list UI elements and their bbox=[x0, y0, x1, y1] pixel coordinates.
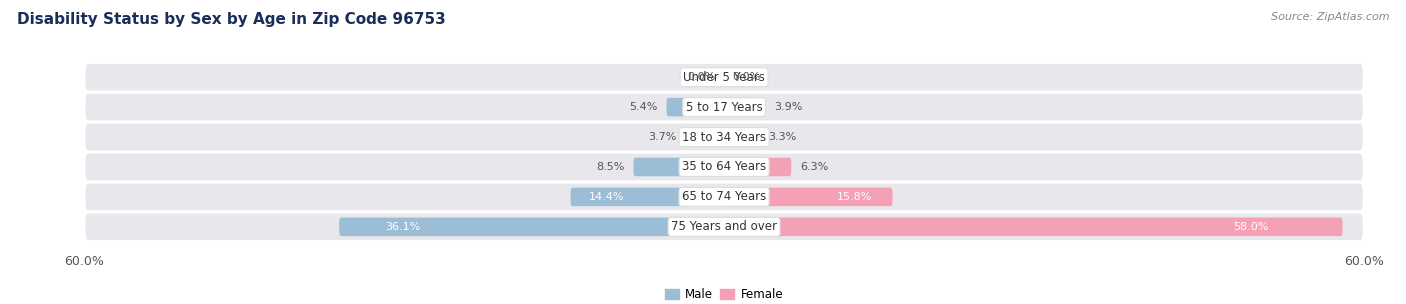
FancyBboxPatch shape bbox=[84, 63, 1364, 92]
FancyBboxPatch shape bbox=[724, 158, 792, 176]
FancyBboxPatch shape bbox=[84, 153, 1364, 181]
Text: 6.3%: 6.3% bbox=[800, 162, 828, 172]
Text: 0.0%: 0.0% bbox=[688, 72, 716, 82]
FancyBboxPatch shape bbox=[84, 93, 1364, 122]
FancyBboxPatch shape bbox=[724, 188, 893, 206]
FancyBboxPatch shape bbox=[84, 212, 1364, 241]
FancyBboxPatch shape bbox=[724, 218, 1343, 236]
FancyBboxPatch shape bbox=[84, 182, 1364, 211]
Text: 5.4%: 5.4% bbox=[630, 102, 658, 112]
FancyBboxPatch shape bbox=[84, 123, 1364, 151]
Text: 36.1%: 36.1% bbox=[385, 222, 420, 232]
Text: 75 Years and over: 75 Years and over bbox=[671, 220, 778, 233]
Text: 3.7%: 3.7% bbox=[648, 132, 676, 142]
FancyBboxPatch shape bbox=[571, 188, 724, 206]
Text: 14.4%: 14.4% bbox=[589, 192, 624, 202]
Text: 8.5%: 8.5% bbox=[596, 162, 624, 172]
Text: 3.9%: 3.9% bbox=[775, 102, 803, 112]
Text: 0.0%: 0.0% bbox=[733, 72, 761, 82]
FancyBboxPatch shape bbox=[724, 98, 766, 116]
FancyBboxPatch shape bbox=[724, 128, 759, 146]
FancyBboxPatch shape bbox=[634, 158, 724, 176]
Text: 18 to 34 Years: 18 to 34 Years bbox=[682, 130, 766, 143]
FancyBboxPatch shape bbox=[685, 128, 724, 146]
Text: Source: ZipAtlas.com: Source: ZipAtlas.com bbox=[1271, 12, 1389, 22]
Text: 58.0%: 58.0% bbox=[1233, 222, 1268, 232]
Text: 3.3%: 3.3% bbox=[768, 132, 796, 142]
FancyBboxPatch shape bbox=[666, 98, 724, 116]
Text: 35 to 64 Years: 35 to 64 Years bbox=[682, 161, 766, 174]
Text: Disability Status by Sex by Age in Zip Code 96753: Disability Status by Sex by Age in Zip C… bbox=[17, 12, 446, 27]
Text: 5 to 17 Years: 5 to 17 Years bbox=[686, 101, 762, 114]
Text: 15.8%: 15.8% bbox=[837, 192, 872, 202]
Text: 65 to 74 Years: 65 to 74 Years bbox=[682, 190, 766, 203]
FancyBboxPatch shape bbox=[339, 218, 724, 236]
Legend: Male, Female: Male, Female bbox=[661, 283, 787, 304]
Text: Under 5 Years: Under 5 Years bbox=[683, 71, 765, 84]
